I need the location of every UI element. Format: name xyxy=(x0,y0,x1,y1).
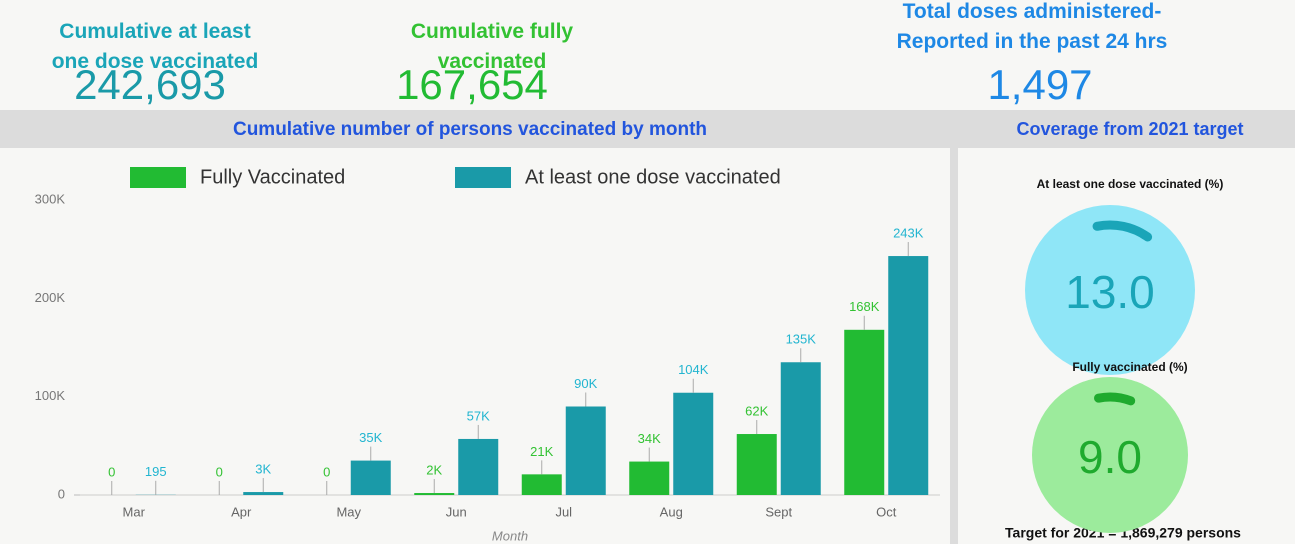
data-label: 243K xyxy=(893,225,924,240)
data-label: 35K xyxy=(359,430,382,445)
legend-label: Fully Vaccinated xyxy=(200,166,345,188)
x-tick-label: Mar xyxy=(123,504,146,519)
x-tick-label: Oct xyxy=(876,504,897,519)
data-label: 195 xyxy=(145,464,167,479)
gauge-label: Fully vaccinated (%) xyxy=(1072,360,1187,374)
data-label: 2K xyxy=(426,462,442,477)
x-tick-label: Aug xyxy=(660,504,683,519)
kpi-value: 167,654 xyxy=(396,61,548,108)
y-tick-label: 300K xyxy=(35,191,66,206)
bar xyxy=(458,438,499,495)
gauge-arc xyxy=(1093,392,1136,406)
legend-swatch xyxy=(130,167,186,188)
data-label: 62K xyxy=(745,403,768,418)
data-label: 57K xyxy=(467,408,490,423)
bar xyxy=(736,434,777,495)
kpi-value: 1,497 xyxy=(987,61,1092,108)
bar xyxy=(521,474,562,495)
x-tick-label: Jul xyxy=(555,504,572,519)
bar xyxy=(780,362,821,495)
y-tick-label: 100K xyxy=(35,388,66,403)
data-label: 90K xyxy=(574,376,597,391)
data-label: 21K xyxy=(530,444,553,459)
data-label: 0 xyxy=(216,464,223,479)
kpi-label-line: Reported in the past 24 hrs xyxy=(897,30,1168,53)
kpi-label: Total doses administered- Reported in the… xyxy=(897,0,1168,53)
data-label: 34K xyxy=(638,431,661,446)
header-bar xyxy=(0,110,1295,148)
kpi-label: Cumulative at least one dose vaccinated xyxy=(52,20,259,73)
y-tick-label: 0 xyxy=(58,486,65,501)
gauge-value: 13.0 xyxy=(1065,266,1155,318)
legend-label: At least one dose vaccinated xyxy=(525,166,781,188)
x-tick-label: Sept xyxy=(765,504,792,519)
bar xyxy=(888,256,929,495)
kpi-label-line: Cumulative at least xyxy=(59,20,250,43)
kpi-label-line: Cumulative fully xyxy=(411,20,574,43)
bar xyxy=(414,493,455,495)
legend-swatch xyxy=(455,167,511,188)
x-tick-label: Jun xyxy=(446,504,467,519)
kpi-value: 242,693 xyxy=(74,61,226,108)
data-label: 0 xyxy=(108,464,115,479)
data-label: 135K xyxy=(786,332,817,347)
bar xyxy=(565,406,606,495)
bar xyxy=(243,492,284,495)
gauge-value: 9.0 xyxy=(1078,431,1142,483)
x-axis-title: Month xyxy=(492,528,528,543)
footer: Target for 2021 = 1,869,279 persons xyxy=(1005,525,1241,541)
divider xyxy=(950,148,958,544)
gauge-arc xyxy=(1092,220,1153,242)
y-tick-label: 200K xyxy=(35,290,66,305)
kpi-label-line: Total doses administered- xyxy=(903,0,1162,23)
x-tick-label: Apr xyxy=(231,504,252,519)
panel-title: Coverage from 2021 target xyxy=(1016,119,1243,139)
data-label: 3K xyxy=(255,461,271,476)
data-label: 168K xyxy=(849,299,880,314)
kpi-label: Cumulative fully vaccinated xyxy=(411,20,574,73)
kpi-label-line: one dose vaccinated xyxy=(52,50,259,73)
gauge-label: At least one dose vaccinated (%) xyxy=(1037,177,1224,191)
gauge-circle xyxy=(1025,205,1195,375)
bar xyxy=(673,392,714,495)
bar xyxy=(629,461,670,495)
data-label: 104K xyxy=(678,362,709,377)
chart-title: Cumulative number of persons vaccinated … xyxy=(233,119,707,140)
data-label: 0 xyxy=(323,464,330,479)
x-tick-label: May xyxy=(336,504,361,519)
bar xyxy=(844,329,885,495)
bar xyxy=(350,460,391,495)
kpi-label-line: vaccinated xyxy=(438,50,547,73)
gauge-circle xyxy=(1032,377,1188,533)
